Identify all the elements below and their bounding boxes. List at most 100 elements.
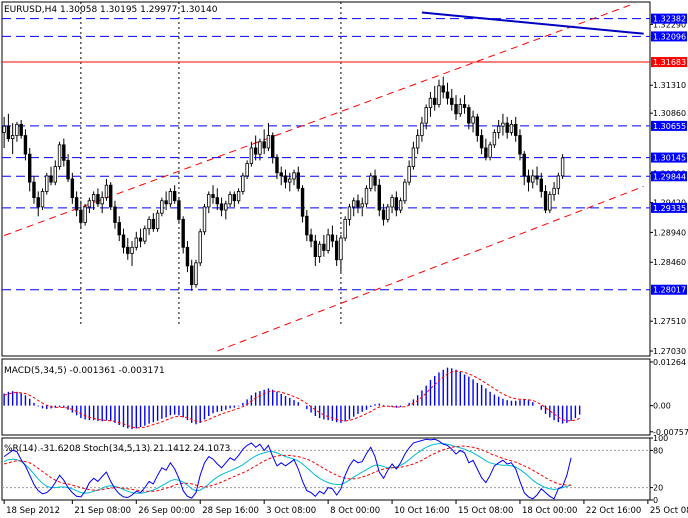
candle-body (181, 218, 185, 248)
candle-body (492, 132, 497, 146)
price-axis-tick-label: 1.30860 (653, 109, 686, 118)
level-price-label: 1.28017 (653, 286, 686, 295)
candle-body (215, 197, 219, 205)
candle-body (143, 228, 147, 242)
candle-body (168, 191, 173, 205)
price-axis-tick-label: 1.28940 (653, 228, 686, 237)
candle-body (10, 135, 15, 140)
candle-body (224, 203, 228, 211)
candle-body (147, 218, 151, 230)
candle-body (219, 203, 224, 211)
candle-body (509, 123, 514, 133)
candle-body (522, 153, 526, 177)
candle-body (253, 147, 258, 155)
level-price-tag (651, 57, 687, 68)
candle-body (398, 200, 403, 211)
candle-body (262, 141, 266, 149)
level-price-label: 1.32096 (653, 32, 686, 41)
oscillator-pane: 100 80 20 0 (1, 434, 668, 505)
candle-body (330, 234, 335, 242)
candle-body (539, 178, 543, 192)
candle-body (309, 234, 313, 242)
candle-body (249, 147, 254, 164)
candle-body (45, 175, 49, 192)
williams-r-line (3, 438, 572, 500)
candle-body (19, 123, 23, 136)
candle-body (100, 197, 104, 205)
macd-axis-tick-label: -0.00757 (653, 428, 688, 437)
candle-body (62, 144, 66, 161)
osc-axis-tick-label: 20 (653, 484, 663, 493)
candle-body (70, 178, 75, 199)
candle-body (373, 175, 377, 186)
candle-body (505, 122, 509, 133)
candle-body (411, 147, 416, 167)
candle-body (450, 97, 454, 105)
level-price-tag (651, 13, 687, 24)
candle-body (484, 147, 488, 158)
candle-body (15, 123, 19, 136)
candle-body (560, 157, 565, 177)
candle-body (377, 184, 381, 211)
candle-body (326, 234, 330, 251)
macd-signal-line (3, 370, 580, 429)
candle-body (49, 175, 53, 183)
channel-line (217, 185, 644, 352)
candle-body (543, 191, 548, 211)
candle-body (53, 166, 57, 183)
candle-body (292, 172, 296, 180)
candle-body (531, 175, 535, 183)
candle-body (151, 218, 156, 230)
level-price-label: 1.30655 (653, 122, 686, 131)
time-tick-label: 28 Sep 16:00 (202, 506, 259, 516)
candle-body (386, 206, 390, 220)
candle-body (424, 107, 428, 124)
time-tick-label: 22 Oct 16:00 (586, 506, 641, 516)
level-price-tag (651, 31, 687, 42)
pane-frame (1, 1, 651, 357)
time-tick-label: 25 Oct 08:00 (650, 506, 688, 516)
level-price-label: 1.31683 (653, 58, 686, 67)
candle-body (305, 215, 309, 236)
candle-body (109, 184, 113, 208)
candle-body (462, 104, 467, 108)
candle-body (428, 97, 433, 108)
candle-body (445, 91, 450, 99)
stoch-signal-line (3, 445, 572, 492)
candle-body (121, 234, 126, 248)
candle-body (296, 172, 300, 189)
candle-body (207, 194, 211, 208)
candle-body (241, 175, 245, 192)
candle-body (117, 222, 121, 236)
candle-body (79, 209, 83, 223)
candle-body (28, 153, 32, 183)
candle-body (74, 197, 79, 211)
candle-body (40, 191, 45, 208)
candle-body (364, 187, 369, 205)
time-tick-label: 10 Oct 16:00 (394, 506, 449, 516)
candle-body (488, 144, 492, 158)
candle-body (394, 197, 399, 211)
macd-header: MACD(5,34,5) -0.001361 -0.003171 (4, 366, 165, 376)
candle-body (245, 163, 249, 177)
candle-body (514, 123, 518, 136)
candle-body (23, 135, 28, 155)
price-axis-tick-label: 1.28460 (653, 258, 686, 267)
candle-body (381, 209, 386, 220)
candle-body (535, 175, 539, 180)
candle-body (2, 125, 6, 133)
candle-body (232, 194, 237, 202)
candle-body (36, 197, 40, 208)
candle-body (415, 135, 420, 149)
osc-axis-tick-label: 100 (653, 434, 668, 443)
price-axis-tick-label: 1.27030 (653, 347, 686, 356)
time-tick-label: 3 Oct 08:00 (266, 506, 316, 516)
level-price-label: 1.32382 (653, 15, 686, 24)
candle-body (458, 104, 462, 115)
candle-body (313, 240, 318, 258)
candle-body (202, 206, 207, 233)
candle-body (57, 144, 62, 167)
macd-axis-tick-label: 0.00 (653, 402, 671, 411)
trend-line (421, 11, 644, 35)
price-axis-tick-label: 1.31310 (653, 81, 686, 90)
